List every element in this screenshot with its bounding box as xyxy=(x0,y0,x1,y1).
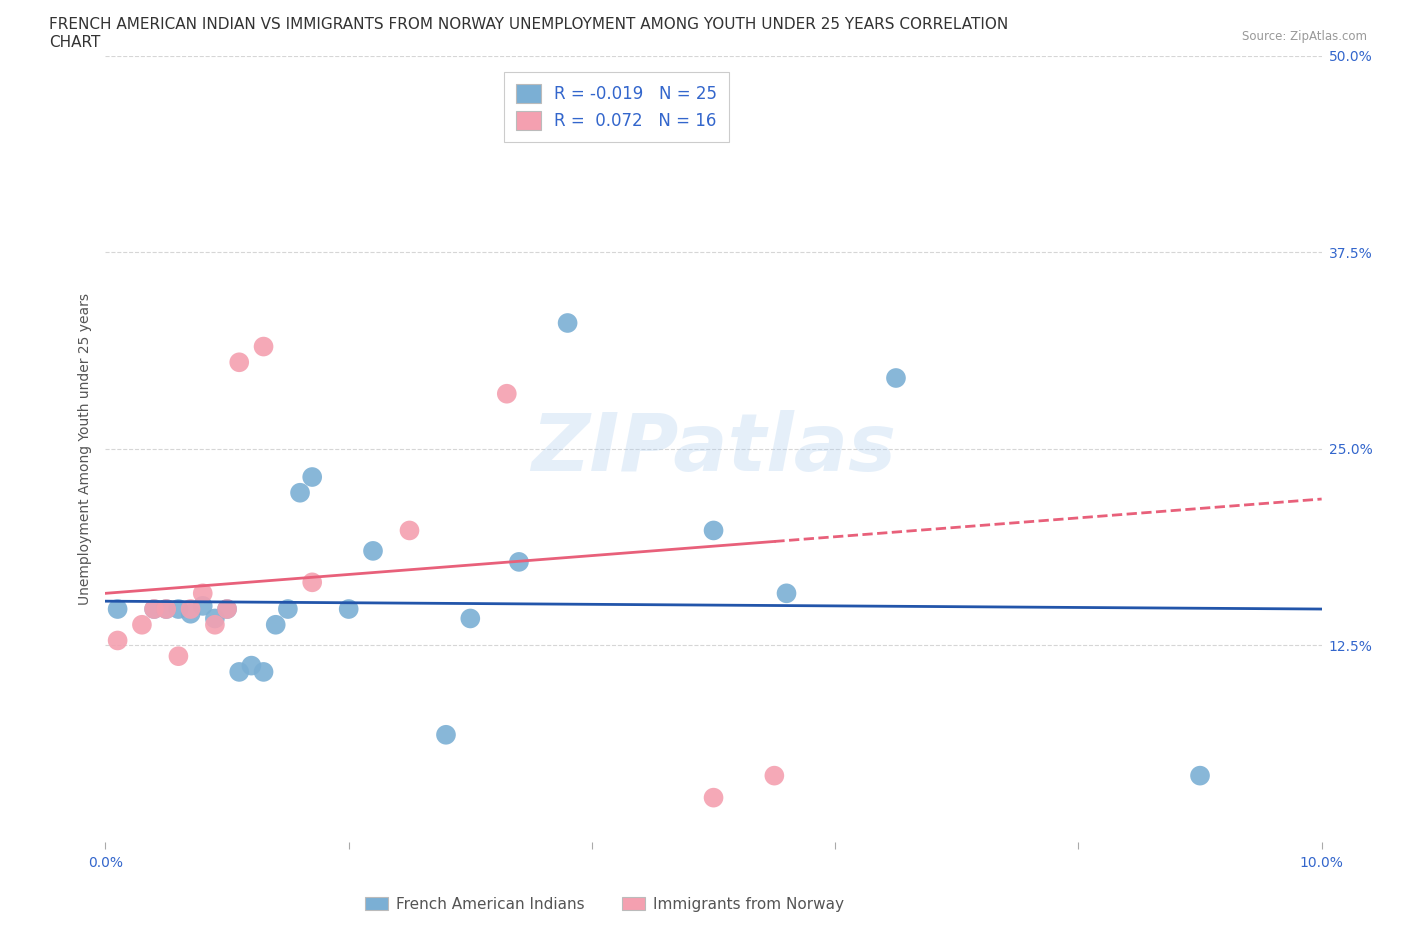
Point xyxy=(288,485,311,500)
Point xyxy=(143,602,166,617)
Point xyxy=(191,586,214,601)
Point xyxy=(1188,768,1211,783)
Point xyxy=(458,611,481,626)
Point xyxy=(180,602,202,617)
Point xyxy=(180,606,202,621)
Point xyxy=(702,523,725,538)
Point xyxy=(191,599,214,614)
Text: ZIPatlas: ZIPatlas xyxy=(531,410,896,487)
Point xyxy=(277,602,299,617)
Point xyxy=(204,611,226,626)
Point xyxy=(155,602,177,617)
Y-axis label: Unemployment Among Youth under 25 years: Unemployment Among Youth under 25 years xyxy=(77,293,91,604)
Point xyxy=(228,664,250,679)
Point xyxy=(240,658,263,673)
Point xyxy=(155,602,177,617)
Point xyxy=(763,768,786,783)
Point xyxy=(167,602,190,617)
Point xyxy=(252,339,274,354)
Point xyxy=(252,664,274,679)
Point xyxy=(301,575,323,590)
Text: Source: ZipAtlas.com: Source: ZipAtlas.com xyxy=(1241,30,1367,43)
Point xyxy=(337,602,360,617)
Point xyxy=(398,523,420,538)
Point xyxy=(884,370,907,385)
Point xyxy=(495,386,517,401)
Text: CHART: CHART xyxy=(49,35,101,50)
Point xyxy=(167,649,190,664)
Point xyxy=(217,602,239,617)
Point xyxy=(557,315,579,330)
Point xyxy=(775,586,797,601)
Legend: French American Indians, Immigrants from Norway: French American Indians, Immigrants from… xyxy=(359,890,851,918)
Point xyxy=(508,554,530,569)
Point xyxy=(204,618,226,632)
Point xyxy=(702,790,725,805)
Point xyxy=(361,543,384,558)
Point xyxy=(131,618,153,632)
Point xyxy=(217,602,239,617)
Point xyxy=(107,602,129,617)
Point xyxy=(434,727,457,742)
Legend: R = -0.019   N = 25, R =  0.072   N = 16: R = -0.019 N = 25, R = 0.072 N = 16 xyxy=(503,72,728,142)
Point xyxy=(107,633,129,648)
Point xyxy=(264,618,287,632)
Point xyxy=(301,470,323,485)
Point xyxy=(143,602,166,617)
Text: FRENCH AMERICAN INDIAN VS IMMIGRANTS FROM NORWAY UNEMPLOYMENT AMONG YOUTH UNDER : FRENCH AMERICAN INDIAN VS IMMIGRANTS FRO… xyxy=(49,17,1008,32)
Point xyxy=(228,355,250,370)
